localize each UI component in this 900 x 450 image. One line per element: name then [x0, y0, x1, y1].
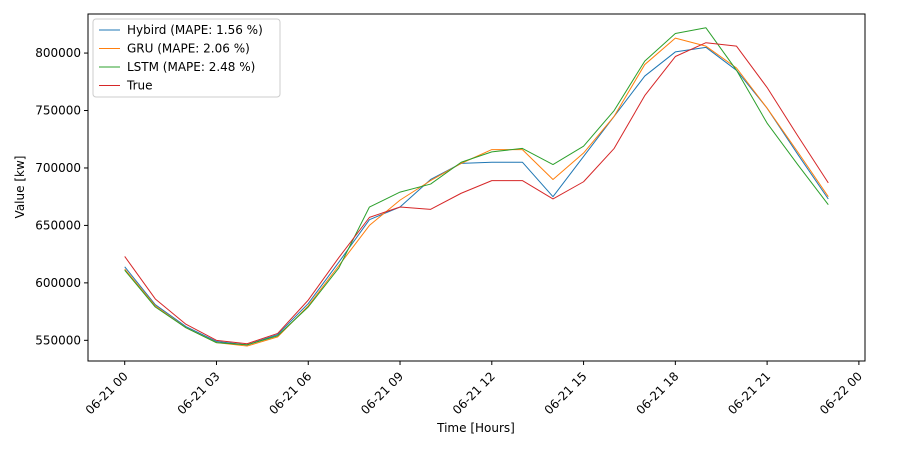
- y-tick-label: 800000: [35, 46, 81, 60]
- x-tick-label: 06-21 09: [358, 369, 406, 417]
- series-line-lstm: [124, 27, 829, 346]
- legend-entry: LSTM (MAPE: 2.48 %): [127, 60, 255, 74]
- series-line-true: [124, 42, 829, 345]
- x-axis-ticks: 06-21 00 06-21 03 06-21 06 06-21 09 06-21 12…: [83, 361, 865, 417]
- x-tick-label: 06-21 00: [83, 369, 131, 417]
- y-tick-label: 550000: [35, 333, 81, 347]
- series-line-gru: [124, 37, 829, 347]
- x-tick-label: 06-21 03: [175, 369, 223, 417]
- legend: Hybird (MAPE: 1.56 %) GRU (MAPE: 2.06 %) L…: [92, 18, 281, 98]
- x-tick-label: 06-21 18: [633, 369, 681, 417]
- x-tick-label: 06-21 12: [450, 369, 498, 417]
- x-tick-label: 06-21 15: [542, 369, 590, 417]
- y-axis-ticks: 550000 600000 650000 700000 750000 800000: [35, 46, 88, 347]
- y-tick-label: 650000: [35, 218, 81, 232]
- x-axis-title: Time [Hours]: [436, 421, 515, 435]
- legend-box: [92, 18, 281, 98]
- legend-entry: Hybird (MAPE: 1.56 %): [127, 23, 263, 37]
- x-tick-label: 06-21 21: [725, 369, 773, 417]
- y-axis-title: Value [kw]: [13, 156, 27, 219]
- x-tick-label: 06-22 00: [817, 369, 865, 417]
- x-tick-label: 06-21 06: [266, 369, 314, 417]
- y-tick-label: 700000: [35, 161, 81, 175]
- series-lines: [124, 27, 829, 347]
- legend-entry: True: [126, 79, 153, 93]
- y-tick-label: 750000: [35, 104, 81, 118]
- legend-entry: GRU (MAPE: 2.06 %): [127, 42, 250, 56]
- plot-frame: [87, 13, 866, 362]
- y-tick-label: 600000: [35, 276, 81, 290]
